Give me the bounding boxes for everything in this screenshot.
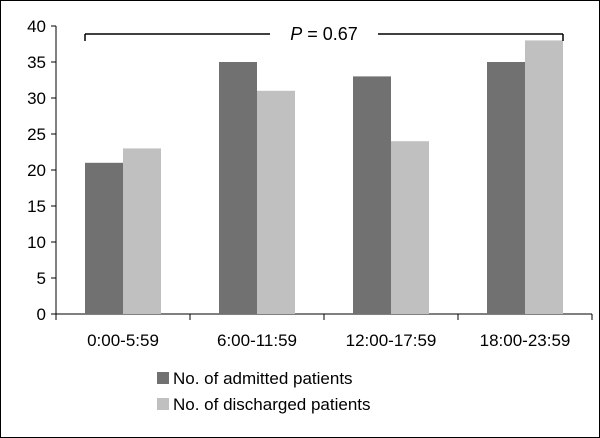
y-tick-label: 35 <box>27 53 46 72</box>
bar-series1 <box>85 162 123 314</box>
x-axis: 0:00-5:59 6:00-11:59 12:00-17:59 18:00-23:5… <box>55 313 593 350</box>
bars <box>85 40 563 315</box>
bar-series2 <box>391 141 429 314</box>
bar-series2 <box>123 148 161 314</box>
bar-series1 <box>353 76 391 315</box>
y-tick-label: 40 <box>27 17 46 36</box>
legend: No. of admitted patients No. of discharge… <box>157 369 371 414</box>
y-tick-label: 30 <box>27 89 46 108</box>
bar-series1 <box>487 62 525 314</box>
p-value-label: P = 0.67 <box>290 24 358 44</box>
y-tick-label: 15 <box>27 197 46 216</box>
y-tick-label: 25 <box>27 125 46 144</box>
bar-series2 <box>257 90 295 314</box>
x-tick-label: 6:00-11:59 <box>217 331 297 350</box>
y-tick-label: 20 <box>27 161 46 180</box>
x-tick-label: 12:00-17:59 <box>346 331 437 350</box>
legend-swatch <box>157 372 169 384</box>
p-value-prefix: P <box>290 24 302 44</box>
bracket-label-background <box>270 22 378 46</box>
bar-series2 <box>525 40 563 315</box>
p-value-value: = 0.67 <box>302 24 358 44</box>
legend-label: No. of admitted patients <box>173 369 353 388</box>
significance-bracket: P = 0.67 <box>84 22 564 46</box>
x-tick-label: 0:00-5:59 <box>87 331 159 350</box>
y-axis: 0 5 10 15 20 25 30 35 40 <box>27 17 57 324</box>
legend-swatch <box>157 398 169 410</box>
legend-label: No. of discharged patients <box>173 395 371 414</box>
y-tick-label: 5 <box>37 269 46 288</box>
y-tick-label: 0 <box>37 305 46 324</box>
y-tick-label: 10 <box>27 233 46 252</box>
x-tick-label: 18:00-23:59 <box>480 331 571 350</box>
bar-series1 <box>219 62 257 314</box>
